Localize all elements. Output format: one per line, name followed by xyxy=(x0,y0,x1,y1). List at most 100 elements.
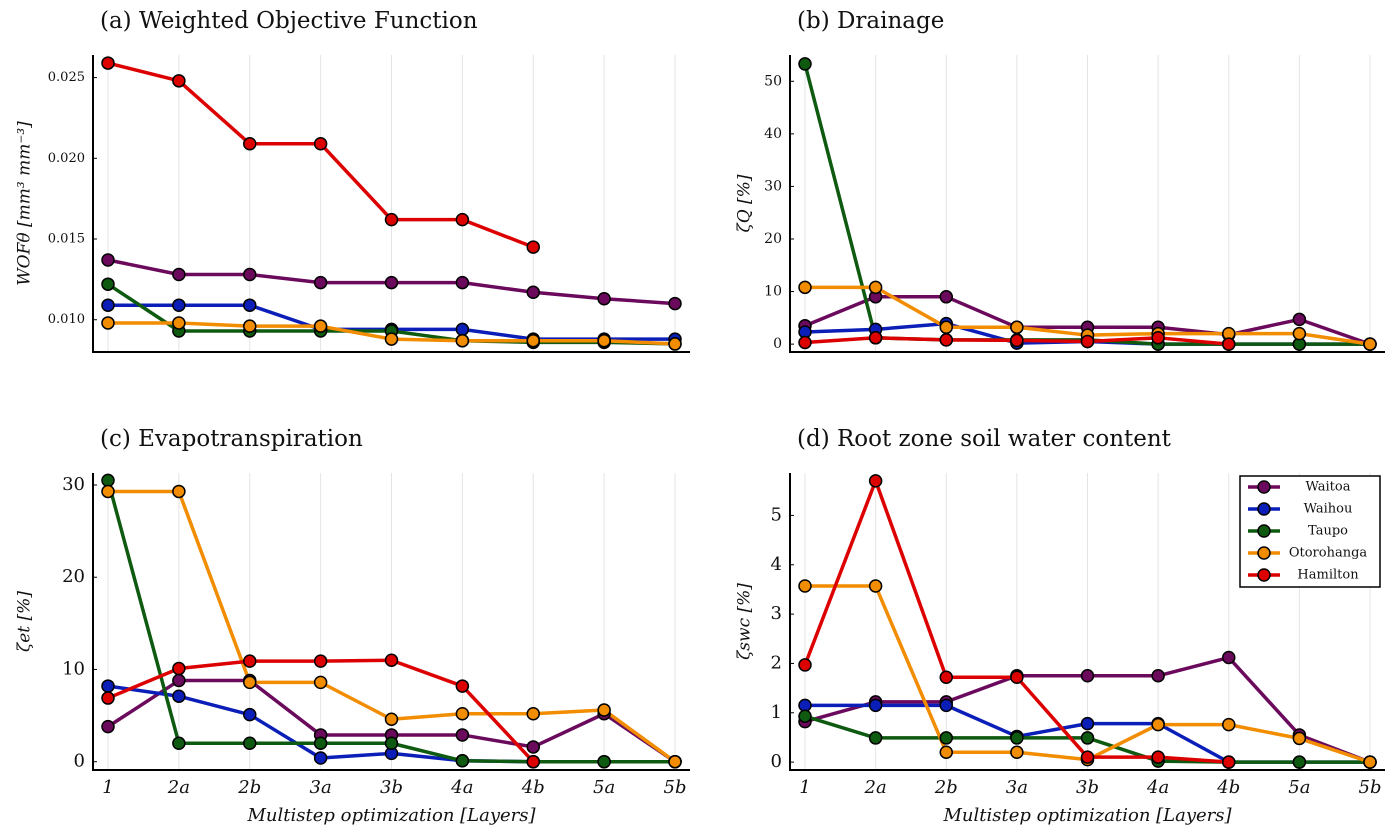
data-point xyxy=(313,275,328,290)
data-point xyxy=(526,240,540,254)
y-tick-label: 0 xyxy=(74,751,85,772)
y-tick-label: 20 xyxy=(62,566,85,587)
data-point xyxy=(101,719,115,734)
data-point xyxy=(526,333,540,348)
x-tick-label: 3b xyxy=(1076,777,1099,798)
panel-title: (b) Drainage xyxy=(797,8,944,34)
data-point xyxy=(101,56,115,70)
data-point xyxy=(455,706,470,721)
data-point xyxy=(1151,750,1165,764)
y-axis-label: ζQ [%] xyxy=(735,174,755,232)
data-point xyxy=(868,731,883,745)
data-point xyxy=(798,579,812,593)
data-point xyxy=(798,709,812,723)
data-point xyxy=(1292,312,1307,327)
x-axis-label: Multistep optimization [Layers] xyxy=(942,805,1232,826)
data-point xyxy=(798,57,812,71)
data-point xyxy=(1222,337,1236,351)
data-point xyxy=(172,74,186,88)
data-point xyxy=(1010,333,1024,348)
panel-title: (a) Weighted Objective Function xyxy=(100,8,478,34)
data-point xyxy=(798,335,812,350)
data-point xyxy=(1010,731,1024,745)
data-point xyxy=(384,332,399,346)
data-point xyxy=(313,751,328,765)
y-tick-label: 0.015 xyxy=(48,232,85,247)
data-point xyxy=(526,285,540,300)
legend-marker xyxy=(1257,480,1271,494)
data-point xyxy=(1080,669,1095,683)
data-point xyxy=(526,740,540,754)
data-point xyxy=(526,754,540,769)
x-tick-label: 3a xyxy=(1006,777,1028,798)
y-tick-label: 10 xyxy=(764,284,782,300)
panel-title: (c) Evapotranspiration xyxy=(100,426,363,452)
data-point xyxy=(939,698,953,713)
data-point xyxy=(597,754,611,769)
data-point xyxy=(313,675,328,690)
y-tick-label: 50 xyxy=(764,73,782,89)
y-tick-label: 20 xyxy=(764,231,782,247)
data-point xyxy=(597,703,611,717)
data-point xyxy=(868,331,883,345)
data-point xyxy=(939,731,953,745)
data-point xyxy=(939,333,953,347)
x-tick-label: 2b xyxy=(237,777,261,798)
data-point xyxy=(313,736,328,751)
data-point xyxy=(313,319,328,333)
x-tick-label: 1 xyxy=(799,777,810,798)
data-point xyxy=(243,654,257,668)
data-point xyxy=(868,280,883,295)
data-point xyxy=(1363,755,1377,769)
data-point xyxy=(1151,331,1165,345)
data-point xyxy=(1080,731,1095,745)
data-point xyxy=(1151,669,1165,683)
data-point xyxy=(939,670,953,684)
data-point xyxy=(1292,731,1307,746)
y-tick-label: 0 xyxy=(771,751,782,772)
data-point xyxy=(1080,750,1095,764)
data-point xyxy=(455,275,470,290)
legend-label: Hamilton xyxy=(1297,568,1359,583)
y-tick-label: 0.025 xyxy=(48,70,85,85)
y-tick-label: 0.010 xyxy=(48,312,85,327)
data-point xyxy=(1010,670,1024,684)
data-point xyxy=(1222,717,1236,732)
data-point xyxy=(939,320,953,335)
y-axis-label: ζswc [%] xyxy=(735,583,755,660)
data-point xyxy=(243,298,257,312)
x-tick-label: 5a xyxy=(593,777,615,798)
y-tick-label: 0.020 xyxy=(48,151,85,166)
data-point xyxy=(1292,755,1307,769)
data-point xyxy=(526,706,540,721)
data-point xyxy=(172,661,186,676)
data-point xyxy=(1080,334,1095,349)
data-point xyxy=(1010,320,1024,335)
data-point xyxy=(101,691,115,705)
data-point xyxy=(101,253,115,267)
data-point xyxy=(939,745,953,759)
legend-marker xyxy=(1257,568,1271,582)
data-point xyxy=(455,754,470,768)
x-tick-label: 5b xyxy=(664,777,687,798)
data-point xyxy=(798,658,812,672)
y-tick-label: 3 xyxy=(771,603,782,624)
x-tick-label: 3b xyxy=(380,777,403,798)
y-tick-label: 5 xyxy=(771,504,782,525)
data-point xyxy=(384,212,399,227)
data-point xyxy=(455,322,470,337)
y-tick-label: 2 xyxy=(771,652,782,673)
data-point xyxy=(1292,326,1307,341)
data-point xyxy=(868,579,883,593)
y-tick-label: 4 xyxy=(771,554,782,575)
data-point xyxy=(1363,337,1377,351)
x-tick-label: 5a xyxy=(1288,777,1310,798)
legend-label: Waitoa xyxy=(1306,480,1351,495)
x-tick-label: 4b xyxy=(1216,777,1240,798)
data-point xyxy=(172,316,186,330)
panel-title: (d) Root zone soil water content xyxy=(797,426,1172,452)
data-point xyxy=(1222,755,1236,769)
data-point xyxy=(798,280,812,295)
data-point xyxy=(868,474,883,488)
